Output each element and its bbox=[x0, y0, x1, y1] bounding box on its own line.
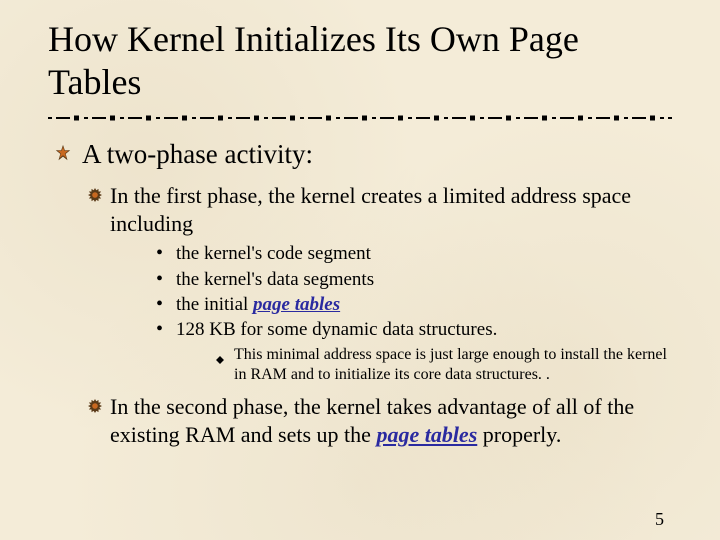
lvl3c-pre: the initial bbox=[176, 294, 253, 315]
dot-icon: • bbox=[156, 242, 166, 264]
slide-title: How Kernel Initializes Its Own Page Tabl… bbox=[48, 18, 672, 104]
burst-icon bbox=[88, 188, 102, 202]
lvl4-text: This minimal address space is just large… bbox=[234, 345, 672, 385]
bullet-lvl3: • the initial page tables bbox=[156, 293, 672, 316]
lvl2b-post: properly. bbox=[477, 422, 561, 447]
dot-icon: • bbox=[156, 318, 166, 340]
burst-icon bbox=[88, 399, 102, 413]
lvl3b-text: the kernel's data segments bbox=[176, 268, 374, 291]
bullet-lvl3: • 128 KB for some dynamic data structure… bbox=[156, 318, 672, 341]
page-tables-link[interactable]: page tables bbox=[253, 294, 340, 315]
bullet-lvl4: This minimal address space is just large… bbox=[216, 345, 672, 385]
diamond-icon bbox=[216, 351, 224, 359]
page-number: 5 bbox=[655, 509, 664, 530]
bullet-lvl1: A two-phase activity: bbox=[54, 138, 672, 172]
bullet-lvl2: In the second phase, the kernel takes ad… bbox=[88, 393, 672, 449]
bullet-lvl3: • the kernel's data segments bbox=[156, 268, 672, 291]
dot-icon: • bbox=[156, 268, 166, 290]
divider-svg bbox=[48, 114, 672, 122]
lvl2a-text: In the first phase, the kernel creates a… bbox=[110, 182, 672, 238]
page-tables-link[interactable]: page tables bbox=[376, 422, 477, 447]
bullet-lvl3: • the kernel's code segment bbox=[156, 242, 672, 265]
lvl3d-text: 128 KB for some dynamic data structures. bbox=[176, 318, 497, 341]
dot-icon: • bbox=[156, 293, 166, 315]
lvl3c-text: the initial page tables bbox=[176, 293, 340, 316]
lvl3a-text: the kernel's code segment bbox=[176, 242, 371, 265]
lvl2b-text: In the second phase, the kernel takes ad… bbox=[110, 393, 672, 449]
bullet-lvl2: In the first phase, the kernel creates a… bbox=[88, 182, 672, 238]
star-icon bbox=[54, 144, 72, 162]
lvl1-text: A two-phase activity: bbox=[82, 138, 313, 172]
title-divider bbox=[48, 114, 672, 122]
